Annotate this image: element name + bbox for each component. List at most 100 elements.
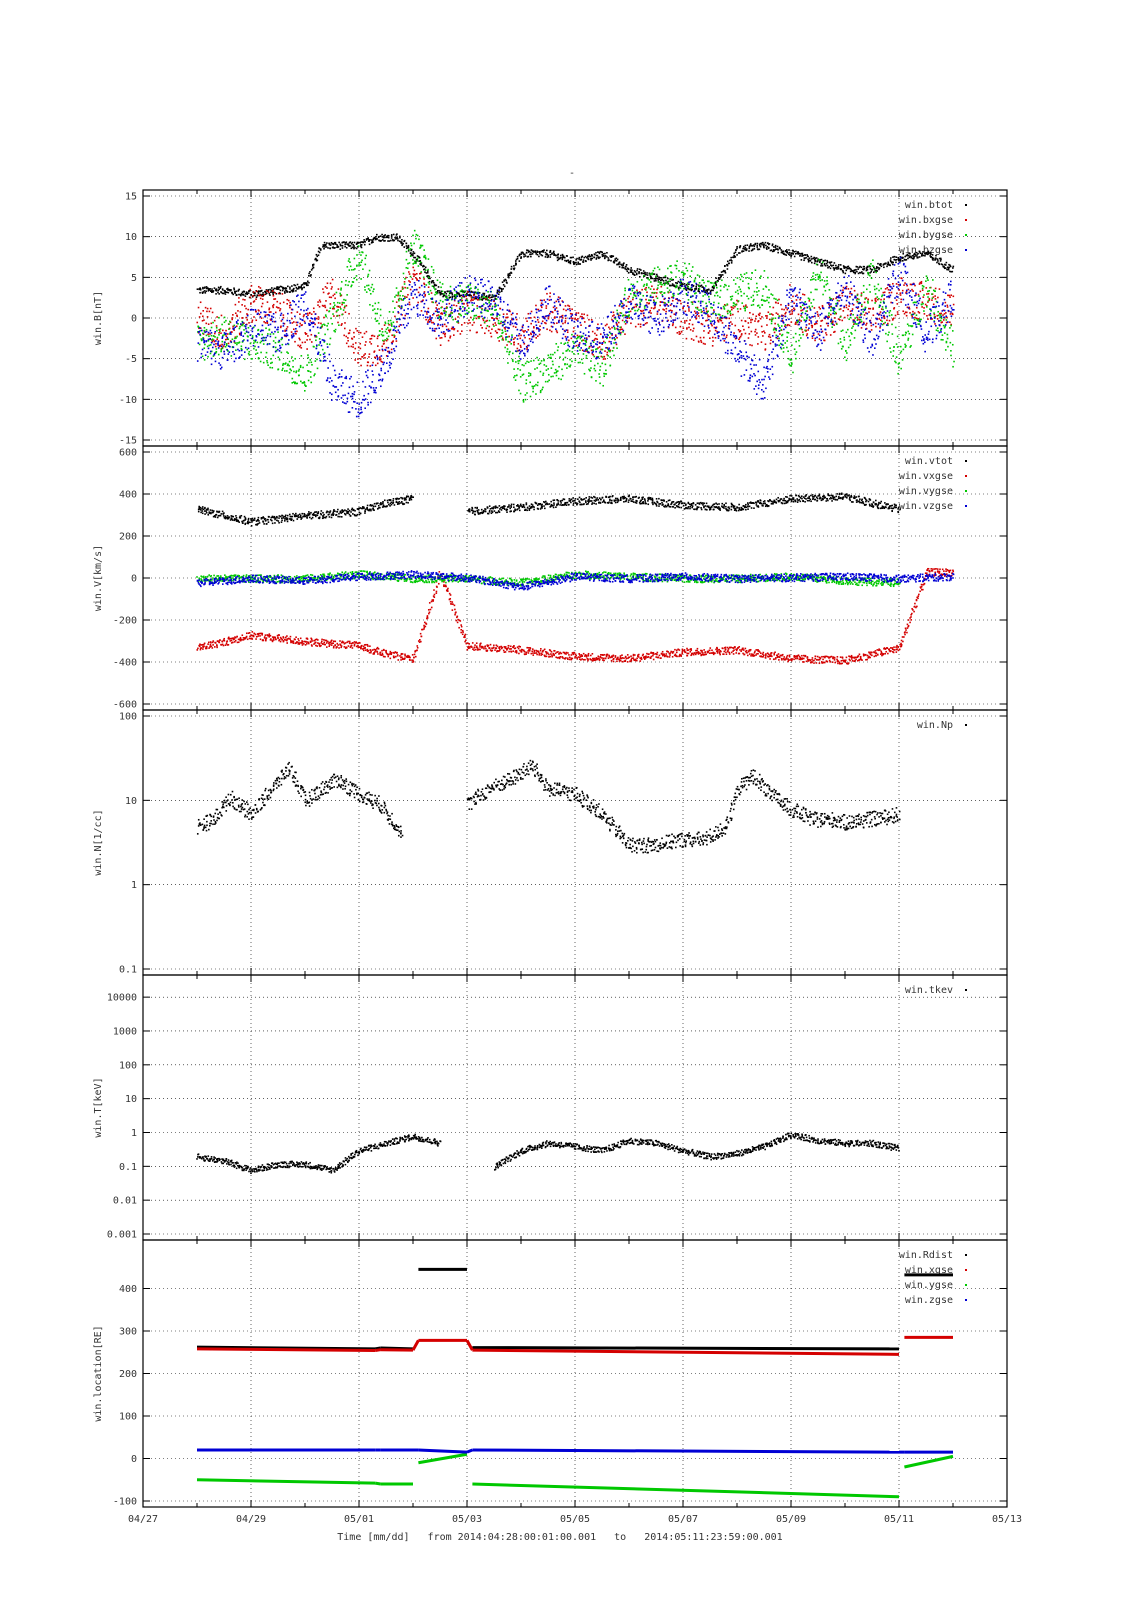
data-point	[735, 249, 737, 251]
data-point	[336, 244, 338, 246]
data-point	[601, 362, 604, 365]
data-point	[246, 313, 248, 315]
data-point	[379, 358, 382, 360]
data-point	[708, 280, 710, 283]
data-point	[615, 343, 618, 346]
data-point	[532, 385, 535, 388]
data-point	[281, 336, 283, 339]
data-point	[263, 293, 266, 296]
data-point	[705, 319, 707, 322]
data-point	[845, 304, 848, 306]
data-point	[260, 294, 263, 297]
data-point	[777, 251, 779, 254]
data-point	[819, 260, 821, 262]
data-point	[815, 257, 818, 259]
data-point	[310, 317, 313, 319]
data-point	[828, 316, 830, 318]
data-point	[280, 338, 283, 341]
data-point	[703, 281, 705, 284]
data-point	[277, 292, 280, 295]
data-point	[438, 319, 441, 321]
data-point	[619, 329, 621, 331]
data-point	[714, 294, 716, 297]
data-point	[579, 361, 581, 364]
data-point	[199, 291, 201, 294]
data-point	[814, 260, 816, 263]
data-point	[327, 247, 329, 249]
data-point	[202, 286, 204, 289]
data-point	[502, 339, 505, 341]
data-point	[343, 334, 345, 337]
data-point	[820, 258, 823, 261]
data-point	[895, 343, 898, 345]
data-point	[566, 331, 569, 334]
data-point	[884, 288, 887, 290]
data-point	[291, 356, 293, 358]
data-point	[624, 287, 626, 290]
data-point	[435, 284, 438, 287]
data-point	[391, 239, 394, 241]
series-win.bzgse	[196, 256, 955, 418]
data-point	[552, 375, 554, 378]
data-point	[707, 295, 710, 298]
data-point	[738, 286, 740, 288]
data-point	[463, 303, 465, 305]
data-point	[235, 290, 238, 293]
data-point	[760, 325, 763, 328]
data-point	[559, 256, 562, 259]
data-point	[650, 307, 653, 309]
data-point	[365, 238, 368, 240]
data-point	[599, 256, 601, 259]
data-point	[217, 289, 220, 292]
data-point	[922, 296, 925, 298]
data-point	[384, 330, 387, 333]
data-point	[819, 325, 822, 327]
data-point	[256, 352, 259, 354]
data-point	[328, 381, 331, 383]
data-point	[588, 368, 590, 371]
data-point	[277, 331, 279, 333]
data-point	[264, 356, 267, 358]
data-point	[317, 301, 319, 303]
data-point	[340, 376, 343, 378]
data-point	[441, 325, 444, 328]
data-point	[427, 268, 429, 271]
data-point	[450, 292, 452, 294]
data-point	[208, 344, 211, 347]
data-point	[904, 346, 907, 348]
data-point	[772, 246, 775, 248]
data-point	[637, 308, 640, 311]
data-point	[790, 365, 793, 367]
data-point	[533, 316, 536, 319]
data-point	[441, 290, 444, 293]
data-point	[233, 324, 236, 327]
data-point	[582, 261, 585, 263]
data-point	[341, 245, 344, 247]
data-point	[577, 318, 579, 320]
data-point	[326, 346, 329, 348]
data-point	[218, 329, 221, 331]
data-point	[944, 264, 947, 266]
data-point	[549, 250, 552, 253]
data-point	[862, 311, 865, 313]
data-point	[884, 312, 887, 314]
data-point	[532, 359, 535, 362]
data-point	[217, 341, 220, 343]
data-point	[405, 250, 408, 253]
data-point	[698, 275, 701, 277]
data-point	[497, 336, 499, 339]
data-point	[743, 247, 745, 250]
data-point	[324, 355, 326, 358]
data-point	[248, 350, 251, 353]
data-point	[198, 288, 200, 290]
data-point	[740, 319, 743, 322]
data-point	[423, 268, 425, 271]
data-point	[925, 253, 927, 255]
data-point	[226, 288, 228, 290]
data-point	[703, 330, 705, 332]
data-point	[337, 395, 340, 397]
data-point	[334, 247, 336, 249]
data-point	[220, 347, 223, 350]
data-point	[451, 326, 454, 329]
data-point	[497, 319, 500, 322]
